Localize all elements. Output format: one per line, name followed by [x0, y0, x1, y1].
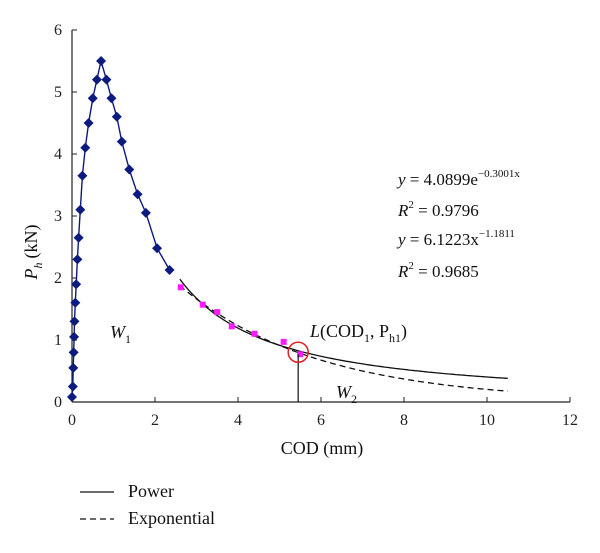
data-point-diamond: [67, 381, 78, 392]
y-tick-label: 1: [54, 332, 62, 349]
power-r2: R2 = 0.9685: [397, 260, 479, 281]
data-point-diamond: [69, 316, 80, 327]
y-tick-label: 6: [54, 22, 62, 39]
region-label-w1: W1: [110, 322, 131, 346]
data-point-diamond: [75, 204, 86, 215]
y-tick-label: 3: [54, 208, 62, 225]
x-tick-label: 10: [479, 412, 495, 429]
data-point-diamond: [106, 93, 117, 104]
point-l-label: L(COD1, Ph1): [309, 321, 407, 345]
measured-curve: [71, 60, 171, 398]
data-point-diamond: [77, 170, 88, 181]
data-point-diamond: [68, 347, 79, 358]
legend: Power Exponential: [80, 481, 215, 528]
markers: [67, 56, 304, 403]
data-point-square: [297, 351, 304, 358]
data-point-diamond: [71, 279, 82, 290]
data-point-diamond: [140, 207, 151, 218]
y-tick-label: 0: [54, 394, 62, 411]
exponential-fit-line: [179, 285, 508, 392]
x-tick-label: 12: [562, 412, 578, 429]
region-label-w2: W2: [336, 382, 357, 406]
data-point-diamond: [116, 136, 127, 147]
x-tick-label: 2: [151, 412, 159, 429]
power-equation: y = 6.1223x−1.1811: [396, 228, 515, 249]
legend-power-label: Power: [128, 481, 174, 501]
data-point-diamond: [73, 232, 84, 243]
data-point-square: [214, 309, 221, 316]
data-point-diamond: [80, 142, 91, 153]
data-point-diamond: [164, 264, 175, 275]
exp-r2: R2 = 0.9796: [397, 199, 479, 220]
data-point-diamond: [101, 74, 112, 85]
x-axis-label: COD (mm): [281, 438, 364, 459]
y-tick-label: 4: [54, 146, 62, 163]
data-point-diamond: [67, 392, 77, 403]
data-point-square: [251, 330, 258, 337]
data-point-diamond: [96, 56, 107, 66]
data-point-diamond: [111, 111, 122, 122]
exp-equation: y = 4.0899e−0.3001x: [396, 168, 520, 189]
x-tick-label: 8: [400, 412, 408, 429]
data-point-diamond: [132, 189, 143, 200]
x-tick-label: 0: [68, 412, 76, 429]
data-point-diamond: [83, 118, 94, 128]
data-point-diamond: [68, 362, 79, 373]
data-point-square: [199, 301, 206, 308]
data-point-square: [228, 323, 235, 330]
legend-exponential-label: Exponential: [128, 508, 215, 528]
data-point-diamond: [72, 254, 83, 265]
data-point-diamond: [87, 93, 98, 104]
data-point-diamond: [69, 331, 80, 342]
x-tick-label: 4: [234, 412, 242, 429]
x-tick-label: 6: [317, 412, 325, 429]
point-l-circle: [287, 341, 309, 364]
data-point-diamond: [124, 164, 135, 175]
y-axis-label: Ph(kN): [21, 225, 45, 281]
data-point-square: [177, 284, 184, 291]
data-point-diamond: [152, 243, 163, 254]
data-point-square: [280, 338, 287, 345]
data-point-diamond: [70, 297, 81, 308]
annotations: [287, 341, 309, 402]
y-tick-label: 2: [54, 270, 62, 287]
data-point-diamond: [91, 74, 102, 85]
y-tick-label: 5: [54, 84, 62, 101]
